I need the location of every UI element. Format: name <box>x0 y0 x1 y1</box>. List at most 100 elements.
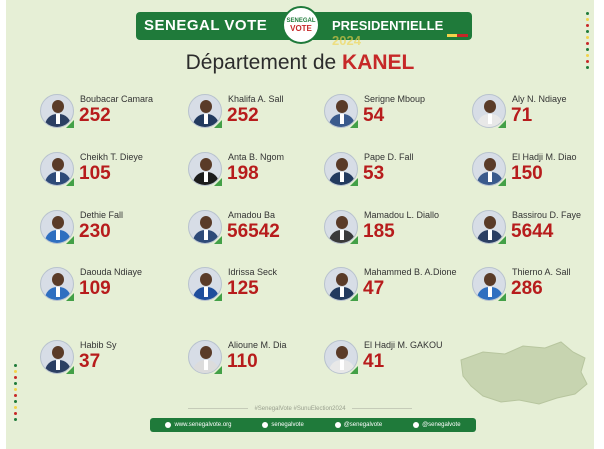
candidate-card: Amadou Ba 56542 <box>188 208 328 258</box>
candidate-photo <box>324 340 358 374</box>
candidate-card: Thierno A. Sall 286 <box>472 265 594 315</box>
candidate-votes: 109 <box>79 278 111 299</box>
candidate-votes: 54 <box>363 105 385 126</box>
divider <box>351 407 412 409</box>
candidate-votes: 71 <box>511 105 533 126</box>
candidate-card: Khalifa A. Sall 252 <box>188 92 328 142</box>
candidate-name: Dethie Fall <box>80 210 124 220</box>
candidate-votes: 198 <box>227 163 259 184</box>
kanel-map-icon <box>460 341 588 405</box>
candidate-votes: 5644 <box>511 221 554 242</box>
footer-bar: www.senegalvote.org senegalvote @senegal… <box>150 418 476 432</box>
candidate-card: Mamadou L. Diallo 185 <box>324 208 464 258</box>
divider <box>188 407 249 409</box>
candidate-photo <box>324 94 358 128</box>
title-prefix: Département de <box>185 51 337 74</box>
candidate-photo <box>188 152 222 186</box>
candidate-votes: 47 <box>363 278 385 299</box>
candidate-name: Habib Sy <box>80 340 117 350</box>
candidate-name: Anta B. Ngom <box>228 152 285 162</box>
website-text: www.senegalvote.org <box>174 422 232 428</box>
page-title: Département de KANEL <box>6 51 594 75</box>
candidate-card: Alioune M. Dia 110 <box>188 338 328 388</box>
candidate-card: Serigne Mboup 54 <box>324 92 464 142</box>
candidate-votes: 230 <box>79 221 111 242</box>
twitter-icon <box>413 422 420 428</box>
candidate-card: Habib Sy 37 <box>40 338 180 388</box>
candidate-card: Anta B. Ngom 198 <box>188 150 328 200</box>
green-corner-icon <box>498 293 506 301</box>
candidate-card: Aly N. Ndiaye 71 <box>472 92 594 142</box>
election-label: PRESIDENTIELLE 2024 <box>332 18 472 48</box>
candidate-name: Khalifa A. Sall <box>228 94 284 104</box>
candidate-votes: 105 <box>79 163 111 184</box>
election-year: 2024 <box>332 33 361 48</box>
candidate-votes: 286 <box>511 278 543 299</box>
green-corner-icon <box>498 178 506 186</box>
candidate-name: Bassirou D. Faye <box>512 210 582 220</box>
candidate-name: Idrissa Seck <box>228 267 278 277</box>
election-name: PRESIDENTIELLE <box>332 18 444 33</box>
candidate-votes: 53 <box>363 163 385 184</box>
green-corner-icon <box>66 293 74 301</box>
brand-logo: SENEGAL VOTE <box>282 6 320 44</box>
candidate-photo <box>40 267 74 301</box>
candidate-card: Mahammed B. A.Dione 47 <box>324 265 464 315</box>
candidate-name: Alioune M. Dia <box>228 340 287 350</box>
candidate-card: Dethie Fall 230 <box>40 208 180 258</box>
brand-logo-top: SENEGAL <box>286 18 316 24</box>
poster: SENEGAL VOTE SENEGAL VOTE PRESIDENTIELLE… <box>6 0 594 449</box>
hashtag-text: #SenegalVote #SunuElection2024 <box>254 406 346 412</box>
brand-banner: SENEGAL VOTE SENEGAL VOTE PRESIDENTIELLE… <box>136 6 472 48</box>
candidate-votes: 37 <box>79 351 101 372</box>
candidate-votes: 56542 <box>227 221 280 242</box>
decorative-dots <box>586 12 589 72</box>
candidate-name: Mahammed B. A.Dione <box>364 267 457 277</box>
candidate-name: Pape D. Fall <box>364 152 414 162</box>
candidate-name: Boubacar Camara <box>80 94 154 104</box>
candidate-photo <box>472 210 506 244</box>
candidate-card: El Hadji M. GAKOU 41 <box>324 338 464 388</box>
green-corner-icon <box>66 178 74 186</box>
candidate-name: Thierno A. Sall <box>512 267 571 277</box>
candidate-name: Cheikh T. Dieye <box>80 152 143 162</box>
candidate-card: Idrissa Seck 125 <box>188 265 328 315</box>
candidate-photo <box>472 94 506 128</box>
globe-icon <box>165 422 172 428</box>
green-corner-icon <box>66 236 74 244</box>
candidate-photo <box>472 152 506 186</box>
candidate-votes: 252 <box>227 105 259 126</box>
facebook-text: senegalvote <box>271 422 304 428</box>
candidate-name: Aly N. Ndiaye <box>512 94 567 104</box>
candidate-votes: 150 <box>511 163 543 184</box>
candidate-card: Cheikh T. Dieye 105 <box>40 150 180 200</box>
green-corner-icon <box>350 178 358 186</box>
hashtags: #SenegalVote #SunuElection2024 <box>6 406 594 412</box>
green-corner-icon <box>66 120 74 128</box>
facebook-link[interactable]: senegalvote <box>262 422 304 428</box>
green-corner-icon <box>350 293 358 301</box>
green-corner-icon <box>214 120 222 128</box>
brand-logo-main: VOTE <box>290 24 312 33</box>
candidate-name: El Hadji M. GAKOU <box>364 340 443 350</box>
candidate-name: Daouda Ndiaye <box>80 267 143 277</box>
instagram-link[interactable]: @senegalvote <box>334 422 382 428</box>
candidate-name: Amadou Ba <box>228 210 276 220</box>
green-corner-icon <box>214 293 222 301</box>
candidate-votes: 41 <box>363 351 385 372</box>
facebook-icon <box>262 422 269 428</box>
candidate-name: Mamadou L. Diallo <box>364 210 440 220</box>
website-link[interactable]: www.senegalvote.org <box>165 422 232 428</box>
twitter-text: @senegalvote <box>422 422 461 428</box>
green-corner-icon <box>350 120 358 128</box>
candidate-name: Serigne Mboup <box>364 94 426 104</box>
decorative-dots <box>14 364 17 424</box>
green-corner-icon <box>498 236 506 244</box>
brand-name: SENEGAL VOTE <box>144 17 268 34</box>
candidate-votes: 110 <box>227 351 258 372</box>
green-corner-icon <box>214 178 222 186</box>
candidate-name: El Hadji M. Diao <box>512 152 577 162</box>
twitter-link[interactable]: @senegalvote <box>413 422 461 428</box>
candidate-card: Daouda Ndiaye 109 <box>40 265 180 315</box>
candidate-votes: 252 <box>79 105 111 126</box>
